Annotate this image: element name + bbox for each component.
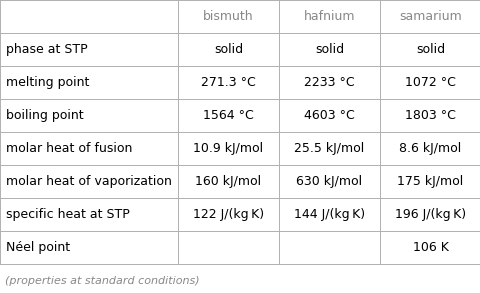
Text: solid: solid — [214, 43, 242, 56]
Text: 1564 °C: 1564 °C — [203, 109, 253, 122]
Text: Néel point: Néel point — [6, 241, 70, 254]
Text: bismuth: bismuth — [203, 10, 253, 23]
Text: 144 J/(kg K): 144 J/(kg K) — [293, 208, 364, 221]
Text: 196 J/(kg K): 196 J/(kg K) — [394, 208, 465, 221]
Text: 1803 °C: 1803 °C — [404, 109, 455, 122]
Text: specific heat at STP: specific heat at STP — [6, 208, 129, 221]
Text: 160 kJ/mol: 160 kJ/mol — [195, 175, 261, 188]
Text: (properties at standard conditions): (properties at standard conditions) — [5, 276, 199, 286]
Text: 10.9 kJ/mol: 10.9 kJ/mol — [193, 142, 263, 155]
Text: molar heat of vaporization: molar heat of vaporization — [6, 175, 171, 188]
Text: 175 kJ/mol: 175 kJ/mol — [396, 175, 463, 188]
Text: 122 J/(kg K): 122 J/(kg K) — [192, 208, 264, 221]
Text: phase at STP: phase at STP — [6, 43, 87, 56]
Text: 630 kJ/mol: 630 kJ/mol — [296, 175, 362, 188]
Text: 1072 °C: 1072 °C — [404, 76, 455, 89]
Text: molar heat of fusion: molar heat of fusion — [6, 142, 132, 155]
Text: melting point: melting point — [6, 76, 89, 89]
Text: boiling point: boiling point — [6, 109, 83, 122]
Text: 25.5 kJ/mol: 25.5 kJ/mol — [294, 142, 364, 155]
Text: solid: solid — [415, 43, 444, 56]
Text: 2233 °C: 2233 °C — [303, 76, 354, 89]
Text: hafnium: hafnium — [303, 10, 355, 23]
Text: 8.6 kJ/mol: 8.6 kJ/mol — [398, 142, 461, 155]
Text: 271.3 °C: 271.3 °C — [201, 76, 255, 89]
Text: 106 K: 106 K — [412, 241, 447, 254]
Text: samarium: samarium — [398, 10, 461, 23]
Text: 4603 °C: 4603 °C — [303, 109, 354, 122]
Text: solid: solid — [314, 43, 343, 56]
